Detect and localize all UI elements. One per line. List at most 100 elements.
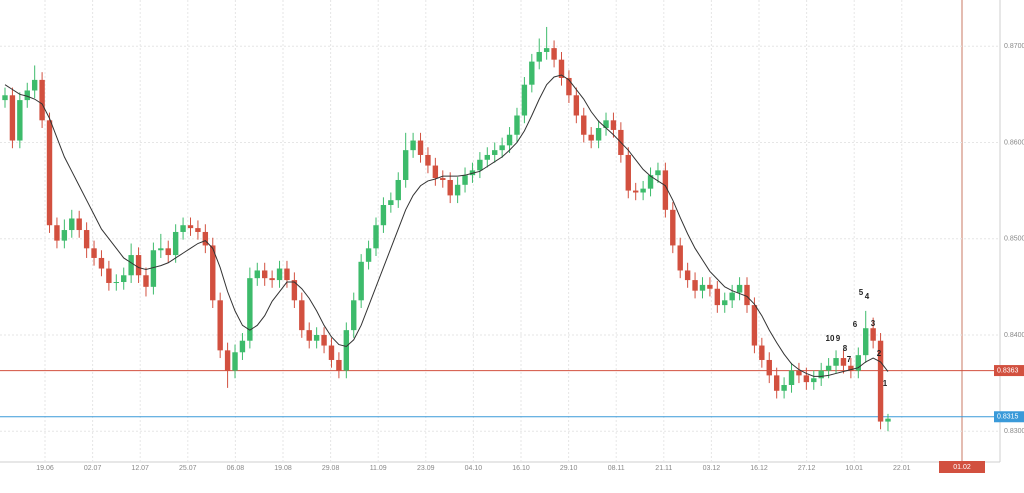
candle-body	[121, 275, 127, 283]
candle-body	[262, 270, 268, 279]
candle-body	[722, 300, 728, 306]
candle-body	[150, 250, 157, 287]
candle-body	[402, 150, 409, 180]
candle-body	[677, 245, 683, 271]
price-label-box	[994, 411, 1024, 423]
candle-body	[640, 188, 646, 193]
candle-body	[625, 154, 631, 191]
candle-body	[803, 375, 810, 383]
candle-body	[499, 145, 505, 151]
wave-annotation: 6	[853, 320, 858, 329]
candle-body	[855, 355, 861, 371]
candle-body	[573, 95, 580, 116]
candle-body	[180, 225, 186, 232]
wave-annotation: 10	[826, 334, 835, 343]
wave-annotation: 4	[865, 292, 870, 301]
candle-body	[588, 134, 594, 141]
candle-body	[818, 370, 824, 379]
candle-body	[863, 328, 869, 356]
candle-body	[388, 200, 394, 206]
x-tick-label: 03.12	[703, 465, 721, 472]
candle-body	[239, 340, 246, 353]
candle-body	[484, 154, 490, 160]
candle-body	[135, 255, 142, 276]
candle-body	[232, 352, 238, 371]
candle-body	[558, 59, 565, 78]
candle-body	[187, 225, 194, 229]
y-tick-label: 0.8600	[1004, 139, 1024, 146]
x-tick-label: 25.07	[179, 465, 197, 472]
x-tick-label: 02.07	[84, 465, 102, 472]
candle-body	[581, 115, 587, 135]
y-tick-label: 0.8700	[1004, 43, 1024, 50]
x-tick-label: 19.08	[274, 465, 292, 472]
candle-body	[417, 140, 424, 155]
candle-body	[684, 270, 691, 281]
x-tick-label: 12.07	[131, 465, 149, 472]
candle-body	[440, 178, 446, 180]
candle-body	[729, 292, 735, 301]
candle-body	[165, 248, 171, 256]
y-tick-label: 0.8300	[1004, 428, 1024, 435]
y-tick-label: 0.8400	[1004, 332, 1024, 339]
candle-body	[373, 225, 379, 249]
candle-body	[69, 218, 75, 231]
x-tick-label: 04.10	[465, 465, 483, 472]
x-tick-label: 27.12	[798, 465, 816, 472]
wave-annotation: 3	[871, 319, 876, 328]
candle-body	[670, 209, 676, 246]
candle-body	[870, 328, 876, 341]
moving-average	[4, 74, 889, 377]
candle-body	[172, 231, 179, 256]
candle-body	[447, 179, 453, 196]
x-tick-label: 11.09	[370, 465, 387, 472]
wave-annotation: 7	[847, 355, 852, 364]
candle-body	[692, 280, 698, 291]
candle-body	[2, 95, 8, 101]
candle-body	[595, 128, 602, 141]
candle-body	[158, 248, 164, 251]
candle-body	[365, 248, 372, 262]
candle-body	[24, 90, 30, 101]
candle-body	[759, 345, 765, 360]
candle-body	[106, 268, 112, 283]
x-tick-label: 29.10	[560, 465, 578, 472]
candle-body	[61, 230, 68, 241]
candle-body	[877, 340, 884, 422]
candle-body	[462, 175, 468, 185]
candle-body	[380, 205, 387, 226]
candle-body	[410, 140, 416, 151]
candle-body	[17, 100, 23, 141]
x-tick-label: 21.11	[655, 465, 672, 472]
x-tick-label: 06.08	[227, 465, 245, 472]
candle-body	[128, 255, 134, 276]
candle-body	[707, 284, 713, 289]
candle-body	[269, 278, 275, 281]
candle-body	[633, 190, 639, 193]
candle-body	[46, 120, 53, 226]
x-tick-label: 16.12	[750, 465, 768, 472]
candle-body	[217, 300, 223, 351]
candle-body	[796, 370, 802, 376]
candle-body	[521, 84, 528, 116]
candle-body	[299, 300, 305, 331]
candle-body	[98, 257, 105, 269]
candle-body	[143, 275, 149, 287]
candle-body	[313, 334, 320, 341]
candle-body	[566, 77, 572, 96]
candle-body	[699, 284, 706, 291]
candle-body	[551, 48, 557, 60]
candle-body	[54, 225, 60, 241]
candle-body	[610, 120, 617, 130]
x-tick-label: 16.10	[512, 465, 530, 472]
candle-body	[714, 288, 721, 306]
candle-body	[788, 370, 795, 385]
candle-body	[848, 365, 854, 371]
wave-annotation: 8	[843, 344, 848, 353]
x-tick-label: 08.11	[608, 465, 625, 472]
candle-body	[662, 170, 669, 210]
candle-body	[514, 115, 520, 135]
candle-body	[284, 268, 290, 281]
x-tick-label: 22.01	[893, 465, 911, 472]
